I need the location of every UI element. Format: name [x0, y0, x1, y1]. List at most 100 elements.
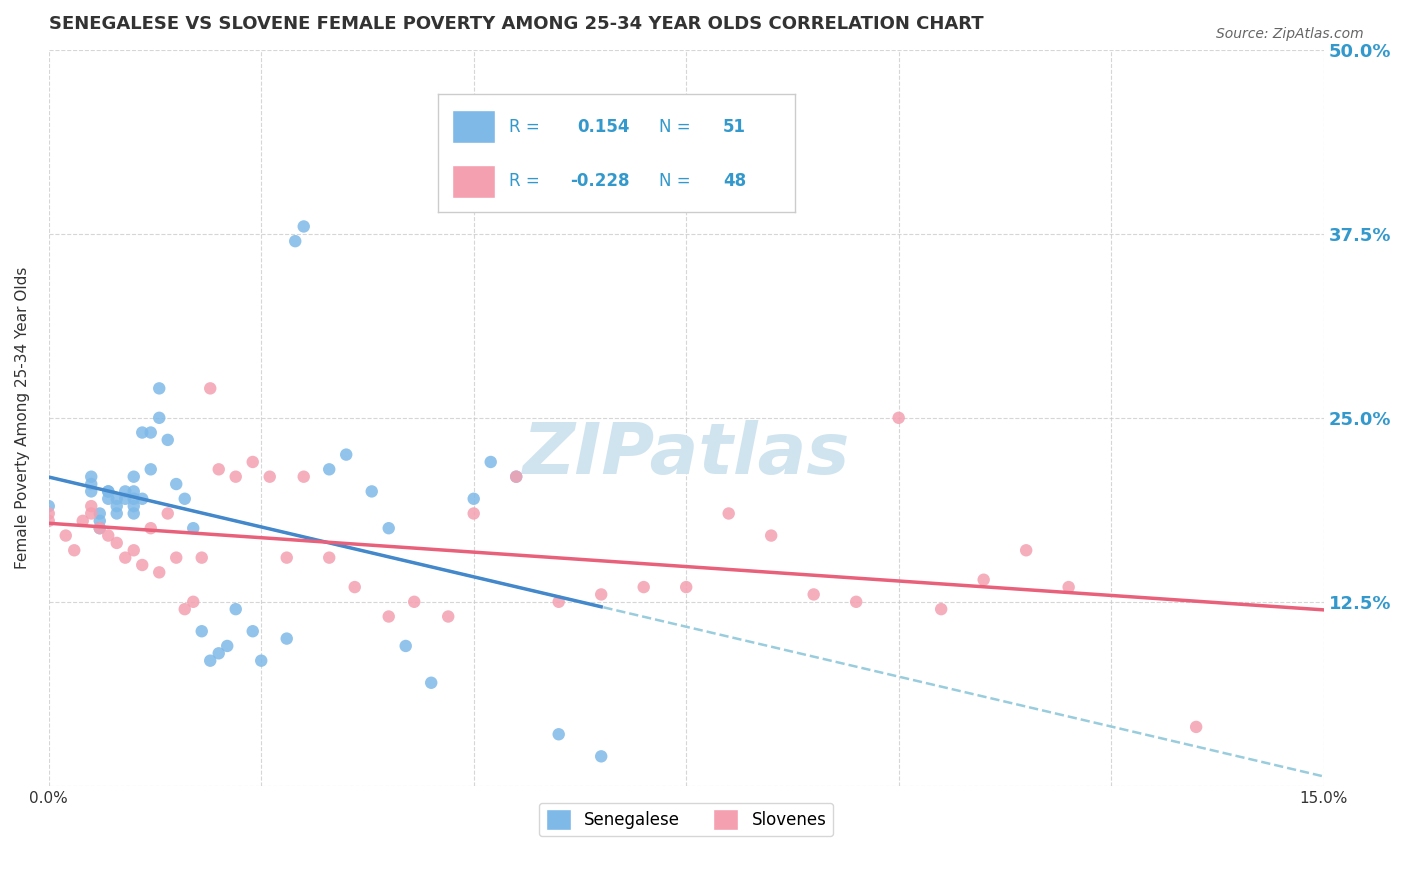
Point	[97, 491, 120, 506]
Point	[80, 499, 103, 513]
Point	[105, 491, 128, 506]
Point	[1015, 543, 1038, 558]
Point	[55, 528, 77, 542]
Point	[122, 469, 145, 483]
Point	[114, 484, 136, 499]
Point	[633, 580, 655, 594]
Point	[173, 602, 195, 616]
Point	[479, 455, 502, 469]
Point	[973, 573, 995, 587]
Point	[717, 507, 740, 521]
Point	[208, 646, 231, 660]
Point	[1185, 720, 1208, 734]
Point	[242, 455, 264, 469]
Point	[929, 602, 952, 616]
Point	[105, 499, 128, 513]
Text: SENEGALESE VS SLOVENE FEMALE POVERTY AMONG 25-34 YEAR OLDS CORRELATION CHART: SENEGALESE VS SLOVENE FEMALE POVERTY AMO…	[49, 15, 983, 33]
Point	[63, 543, 86, 558]
Point	[139, 425, 162, 440]
Point	[591, 587, 613, 601]
Point	[165, 477, 187, 491]
Point	[463, 491, 485, 506]
Point	[38, 507, 60, 521]
Point	[547, 595, 569, 609]
Point	[80, 477, 103, 491]
Point	[131, 491, 153, 506]
Point	[105, 536, 128, 550]
Point	[463, 507, 485, 521]
Point	[114, 550, 136, 565]
Point	[165, 550, 187, 565]
Point	[122, 499, 145, 513]
Point	[1057, 580, 1080, 594]
Point	[404, 595, 426, 609]
Point	[845, 595, 868, 609]
Point	[114, 491, 136, 506]
Point	[38, 499, 60, 513]
Point	[242, 624, 264, 639]
Point	[547, 727, 569, 741]
Point	[217, 639, 239, 653]
Point	[89, 514, 111, 528]
Point	[887, 410, 910, 425]
Point	[97, 484, 120, 499]
Point	[208, 462, 231, 476]
Point	[89, 507, 111, 521]
Point	[38, 514, 60, 528]
Point	[505, 469, 527, 483]
Point	[80, 507, 103, 521]
Point	[148, 566, 170, 580]
Point	[259, 469, 281, 483]
Point	[148, 410, 170, 425]
Point	[80, 469, 103, 483]
Point	[360, 484, 382, 499]
Point	[105, 507, 128, 521]
Point	[148, 381, 170, 395]
Point	[181, 521, 204, 535]
Point	[122, 491, 145, 506]
Point	[225, 602, 247, 616]
Point	[395, 639, 418, 653]
Point	[591, 749, 613, 764]
Point	[156, 507, 179, 521]
Legend: Senegalese, Slovenes: Senegalese, Slovenes	[538, 803, 834, 837]
Point	[276, 632, 298, 646]
Point	[139, 521, 162, 535]
Point	[200, 654, 222, 668]
Point	[89, 521, 111, 535]
Point	[200, 381, 222, 395]
Point	[181, 595, 204, 609]
Text: Source: ZipAtlas.com: Source: ZipAtlas.com	[1216, 27, 1364, 41]
Point	[97, 528, 120, 542]
Point	[173, 491, 195, 506]
Point	[377, 609, 399, 624]
Point	[377, 521, 399, 535]
Point	[675, 580, 697, 594]
Point	[759, 528, 782, 542]
Point	[190, 624, 212, 639]
Point	[284, 234, 307, 248]
Point	[72, 514, 94, 528]
Point	[122, 484, 145, 499]
Point	[80, 484, 103, 499]
Point	[318, 462, 340, 476]
Point	[318, 550, 340, 565]
Point	[250, 654, 273, 668]
Point	[139, 462, 162, 476]
Point	[156, 433, 179, 447]
Point	[292, 219, 315, 234]
Point	[225, 469, 247, 483]
Point	[420, 675, 443, 690]
Point	[122, 543, 145, 558]
Point	[437, 609, 460, 624]
Text: ZIPatlas: ZIPatlas	[523, 420, 849, 489]
Y-axis label: Female Poverty Among 25-34 Year Olds: Female Poverty Among 25-34 Year Olds	[15, 267, 30, 569]
Point	[803, 587, 825, 601]
Point	[343, 580, 366, 594]
Point	[505, 469, 527, 483]
Point	[122, 507, 145, 521]
Point	[89, 521, 111, 535]
Point	[97, 484, 120, 499]
Point	[335, 448, 357, 462]
Point	[292, 469, 315, 483]
